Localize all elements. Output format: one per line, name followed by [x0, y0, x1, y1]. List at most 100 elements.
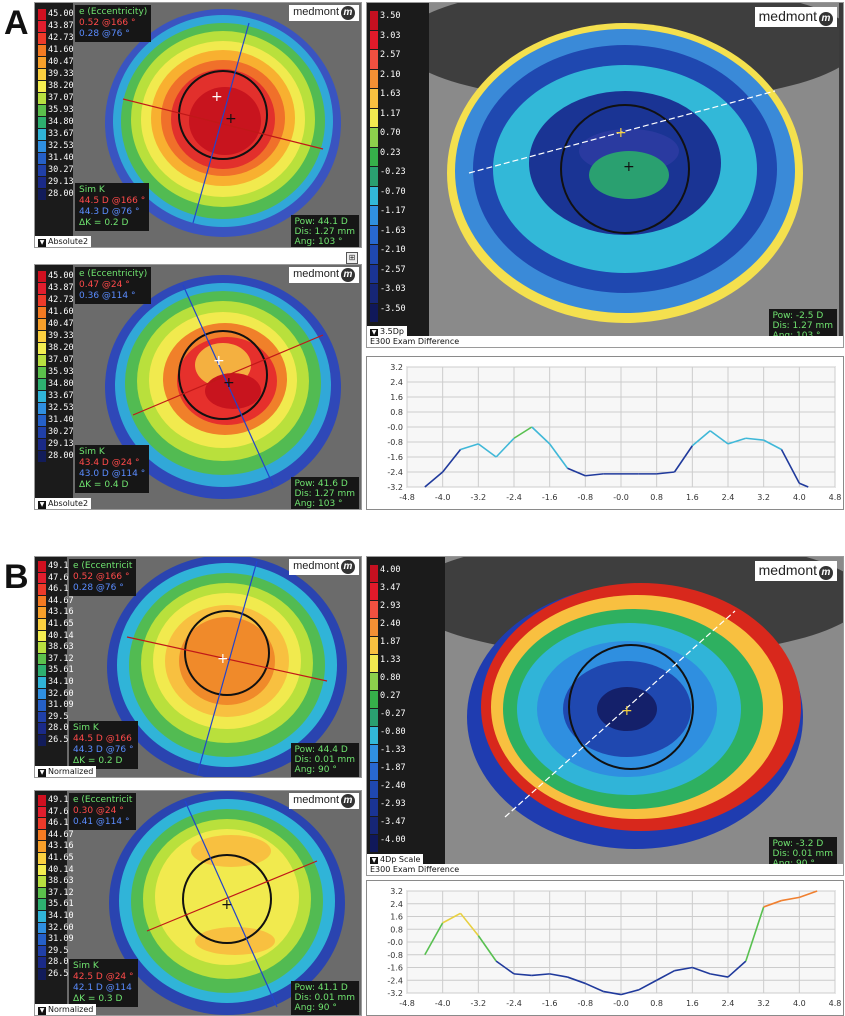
scale-value: -0.23: [380, 167, 406, 177]
power-readout: Pow: -2.5 D: [772, 311, 824, 321]
scale-swatch: [38, 922, 46, 934]
scale-swatch: [370, 284, 378, 303]
svg-text:+: +: [225, 111, 237, 127]
scale-value: 38.20: [48, 81, 74, 91]
panel-label-b: B: [4, 558, 29, 596]
color-scale: 49.1 47.6 46.17 44.67 43.16 41.65 40.14 38.63 37…: [35, 791, 74, 1015]
scale-value: 0.23: [380, 147, 401, 158]
scale-value: 34.10: [48, 677, 74, 687]
eccentricity-title: e (Eccentricity): [79, 269, 148, 279]
y-tick-label: -2.4: [387, 976, 403, 985]
sim-k-legend: Sim K 43.4 D @24 ° 43.0 D @114 ° ΔK = 0.…: [75, 445, 150, 493]
eccentricity-value-1: 0.30 @24 °: [73, 806, 124, 816]
chevron-down-icon: ▼: [370, 857, 378, 865]
profile-line-segment: [585, 473, 604, 477]
scale-swatch: [38, 105, 46, 116]
scale-value: 1.33: [380, 655, 401, 665]
expand-icon[interactable]: ⊞: [346, 252, 358, 264]
y-tick-label: -3.2: [387, 989, 403, 998]
scale-value: 42.73: [48, 33, 74, 43]
scale-selector[interactable]: ▼ Normalized: [35, 766, 97, 777]
scale-swatch: [38, 829, 46, 841]
scale-swatch: [38, 841, 46, 852]
scale-swatch: [370, 781, 378, 798]
x-tick-label: -0.8: [578, 999, 594, 1008]
scale-swatch: [370, 655, 378, 672]
scale-value: 37.12: [48, 887, 74, 898]
svg-text:+: +: [615, 125, 627, 141]
scale-swatch: [38, 69, 46, 80]
eccentricity-value-2: 0.28 @76 °: [79, 29, 130, 39]
topography-map-top-left[interactable]: + 49.1 47.6 46.17 44.67 43.16 41.65 40.14 38.63…: [34, 556, 362, 778]
scale-value: 40.47: [48, 57, 74, 67]
distance-readout: Dis: 1.27 mm: [772, 321, 833, 331]
scale-value: 0.27: [380, 691, 401, 701]
scale-swatch: [38, 33, 46, 44]
scale-swatch: [370, 30, 378, 49]
x-tick-label: -1.6: [542, 493, 558, 502]
scale-selector[interactable]: ▼ Normalized: [35, 1004, 97, 1015]
scale-swatch: [38, 619, 46, 630]
scale-swatch: [38, 379, 46, 390]
scale-value: 46.17: [48, 818, 74, 829]
sim-k-value-2: 43.0 D @114 °: [79, 469, 146, 479]
angle-readout: Ang: 103 °: [294, 499, 343, 509]
scale-value: 41.60: [48, 307, 74, 317]
scale-swatch: [38, 957, 46, 968]
difference-map[interactable]: + 4.00 3.47 2.93 2.40 1.87 1.33 0.80 0.27 -0.27 -…: [366, 556, 844, 876]
scale-swatch: [370, 303, 378, 322]
topography-map-bottom-left[interactable]: + + 45.00 43.87 42.73 41.60 40.47 39.33 38.20 3…: [34, 264, 362, 510]
eccentricity-value-1: 0.52 @166 °: [79, 18, 136, 28]
delta-k: ΔK = 0.2 D: [79, 218, 129, 228]
scale-value: 3.50: [380, 11, 401, 21]
x-tick-label: -1.6: [542, 999, 558, 1008]
scale-value: 2.40: [380, 619, 401, 629]
scale-swatch: [38, 355, 46, 366]
scale-value: 26.5: [48, 969, 69, 979]
scale-selector[interactable]: ▼ 3.5Dp: [367, 326, 407, 337]
topography-map-top-left[interactable]: + + 45.00 43.87 42.73 41.60 40.47 39.33 38.20 3…: [34, 2, 362, 248]
scale-swatch: [38, 81, 46, 92]
cursor-readout: Pow: 41.1 D Dis: 0.01 mm Ang: 90 °: [290, 981, 359, 1015]
difference-map[interactable]: + + 3.50 3.03 2.57 2.10 1.63 1.17 0.70 0.23 -0.2…: [366, 2, 844, 348]
eccentricity-legend: e (Eccentricity) 0.52 @166 ° 0.28 @76 °: [75, 5, 152, 42]
scale-swatch: [38, 653, 46, 665]
scale-swatch: [370, 673, 378, 690]
scale-value: 37.12: [48, 653, 74, 664]
svg-text:+: +: [623, 159, 635, 175]
scale-value: 28.0: [48, 723, 69, 734]
sim-k-title: Sim K: [73, 723, 99, 733]
x-tick-label: -3.2: [471, 999, 487, 1008]
topography-map-bottom-left[interactable]: + 49.1 47.6 46.17 44.67 43.16 41.65 40.14 38.63…: [34, 790, 362, 1016]
corneal-topography-plot: +: [67, 557, 361, 777]
scale-value: -2.93: [380, 799, 406, 809]
eccentricity-value-2: 0.41 @114 °: [73, 817, 130, 827]
power-readout: Pow: 41.6 D: [294, 479, 348, 489]
y-tick-label: -0.0: [387, 938, 403, 947]
scale-swatch: [370, 691, 378, 708]
eccentricity-value-2: 0.28 @76 °: [73, 583, 124, 593]
scale-swatch: [38, 141, 46, 152]
scale-swatch: [38, 415, 46, 426]
scale-swatch: [38, 700, 46, 711]
profile-line-segment: [495, 437, 515, 458]
scale-value: 29.5: [48, 945, 69, 956]
y-tick-label: 2.4: [390, 378, 403, 387]
chevron-down-icon: ▼: [38, 1007, 46, 1015]
profile-line-segment: [656, 969, 675, 981]
scale-swatch: [370, 186, 378, 205]
scale-selector[interactable]: ▼ Absolute2: [35, 498, 92, 509]
scale-swatch: [38, 331, 46, 342]
scale-swatch: [370, 763, 378, 780]
profile-line-segment: [674, 966, 693, 972]
color-scale: 4.00 3.47 2.93 2.40 1.87 1.33 0.80 0.27 -0.27 -0.…: [367, 557, 445, 875]
y-tick-label: -2.4: [387, 468, 403, 477]
scale-swatch: [38, 367, 46, 378]
profile-line-segment: [567, 976, 586, 985]
scale-value: 43.87: [48, 21, 74, 31]
scale-selector[interactable]: ▼ 4Dp Scale: [367, 854, 424, 865]
scale-swatch: [38, 864, 46, 876]
profile-line-segment: [459, 912, 479, 937]
scale-selector[interactable]: ▼ Absolute2: [35, 236, 92, 247]
profile-line-segment: [763, 899, 782, 908]
